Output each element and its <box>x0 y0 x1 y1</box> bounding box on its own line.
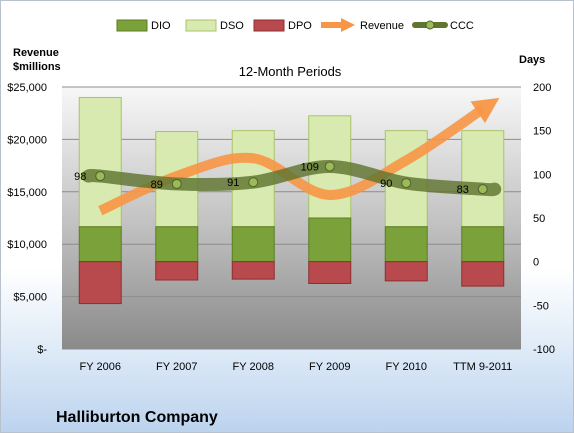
ccc-line: 98 89 91 109 90 83 <box>74 159 502 197</box>
ccc-point <box>248 177 259 188</box>
x-tick-label: FY 2009 <box>309 361 350 373</box>
company-name: Halliburton Company <box>56 409 218 426</box>
right-tick-label: 50 <box>533 213 545 225</box>
ccc-point <box>171 178 182 189</box>
left-axis-label-line1: Revenue <box>13 47 59 59</box>
left-axis-label-line2: $millions <box>13 61 61 73</box>
dio-bar <box>308 217 352 263</box>
legend-label-revenue: Revenue <box>360 20 404 32</box>
dpo-bar <box>308 261 352 284</box>
dpo-bar <box>231 261 275 280</box>
ccc-data-label: 83 <box>457 184 469 196</box>
left-tick-label: $- <box>37 344 47 356</box>
ccc-point <box>477 184 488 195</box>
legend-label-dso: DSO <box>220 20 244 32</box>
dpo-bar <box>384 261 428 282</box>
x-tick-label: FY 2010 <box>386 361 427 373</box>
axes: $- $5,000 $10,000 $15,000 $20,000 $25,000 -100… <box>7 82 555 373</box>
right-tick-label: 150 <box>533 126 551 138</box>
left-tick-label: $25,000 <box>7 82 47 94</box>
legend-swatch-dio <box>116 19 148 32</box>
ccc-data-label: 89 <box>151 179 163 191</box>
revenue-arrowhead <box>470 97 500 124</box>
left-tick-label: $15,000 <box>7 187 47 199</box>
ccc-line-path <box>81 159 502 197</box>
right-tick-label: 200 <box>533 82 551 94</box>
legend-swatch-revenue-head <box>341 18 355 32</box>
ccc-data-label: 91 <box>227 177 239 189</box>
chart-title: 12-Month Periods <box>239 64 342 79</box>
dio-bar <box>461 226 505 263</box>
dio-bar <box>231 226 275 263</box>
left-tick-label: $20,000 <box>7 134 47 146</box>
dio-bar <box>155 226 199 263</box>
right-tick-label: -100 <box>533 344 555 356</box>
ccc-point <box>401 178 412 189</box>
legend-label-dpo: DPO <box>288 20 312 32</box>
right-axis-label: Days <box>519 54 545 66</box>
ccc-data-label: 109 <box>301 161 319 173</box>
x-tick-label: TTM 9-2011 <box>453 361 512 373</box>
legend-label-dio: DIO <box>151 20 171 32</box>
dpo-bar <box>78 261 122 305</box>
legend: DIO DSO DPO Revenue CCC <box>116 18 474 32</box>
ccc-point <box>324 161 335 172</box>
x-tick-label: FY 2008 <box>233 361 274 373</box>
right-tick-label: 100 <box>533 169 551 181</box>
right-tick-label: 0 <box>533 257 539 269</box>
ccc-point <box>95 171 106 182</box>
dso-bar <box>461 130 505 228</box>
dpo-bar <box>155 261 199 281</box>
ccc-data-label: 98 <box>74 171 86 183</box>
dio-bar <box>78 226 122 263</box>
dpo-bar <box>461 261 505 287</box>
x-tick-label: FY 2006 <box>80 361 121 373</box>
x-tick-label: FY 2007 <box>156 361 197 373</box>
legend-swatch-dso <box>185 19 217 32</box>
left-tick-label: $10,000 <box>7 239 47 251</box>
legend-label-ccc: CCC <box>450 20 474 32</box>
legend-swatch-ccc-point <box>425 20 435 30</box>
dio-bar <box>384 226 428 263</box>
ccc-data-label: 90 <box>380 178 392 190</box>
right-tick-label: -50 <box>533 300 549 312</box>
left-tick-label: $5,000 <box>13 292 47 304</box>
legend-swatch-dpo <box>253 19 285 32</box>
